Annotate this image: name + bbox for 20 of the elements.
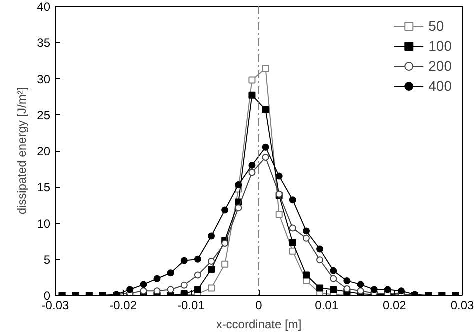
x-tick-label: -0.01 xyxy=(177,298,206,312)
y-tick-label: 35 xyxy=(37,36,51,50)
legend-label: 50 xyxy=(428,18,446,34)
y-tick-label: 10 xyxy=(37,216,51,231)
y-tick-label: 15 xyxy=(37,180,51,195)
x-axis-title: x-ccordinate [m] xyxy=(216,318,302,332)
legend-label: 100 xyxy=(428,38,452,54)
y-axis-title: dissipated energy [J/m²] xyxy=(15,87,30,215)
y-tick-label: 5 xyxy=(44,252,51,267)
x-tick-label: 0.01 xyxy=(315,298,339,312)
x-tick-label: 0.03 xyxy=(450,298,474,312)
legend-label: 400 xyxy=(428,78,452,94)
x-tick-label: -0.02 xyxy=(110,298,138,312)
x-tick-label: 0 xyxy=(256,298,263,312)
y-tick-label: 40 xyxy=(37,0,51,14)
y-tick-label: 25 xyxy=(37,108,51,122)
y-tick-label: 20 xyxy=(37,144,51,158)
y-tick-label: 30 xyxy=(37,72,51,86)
legend-label: 200 xyxy=(428,58,452,74)
x-tick-label: 0.02 xyxy=(382,298,407,312)
